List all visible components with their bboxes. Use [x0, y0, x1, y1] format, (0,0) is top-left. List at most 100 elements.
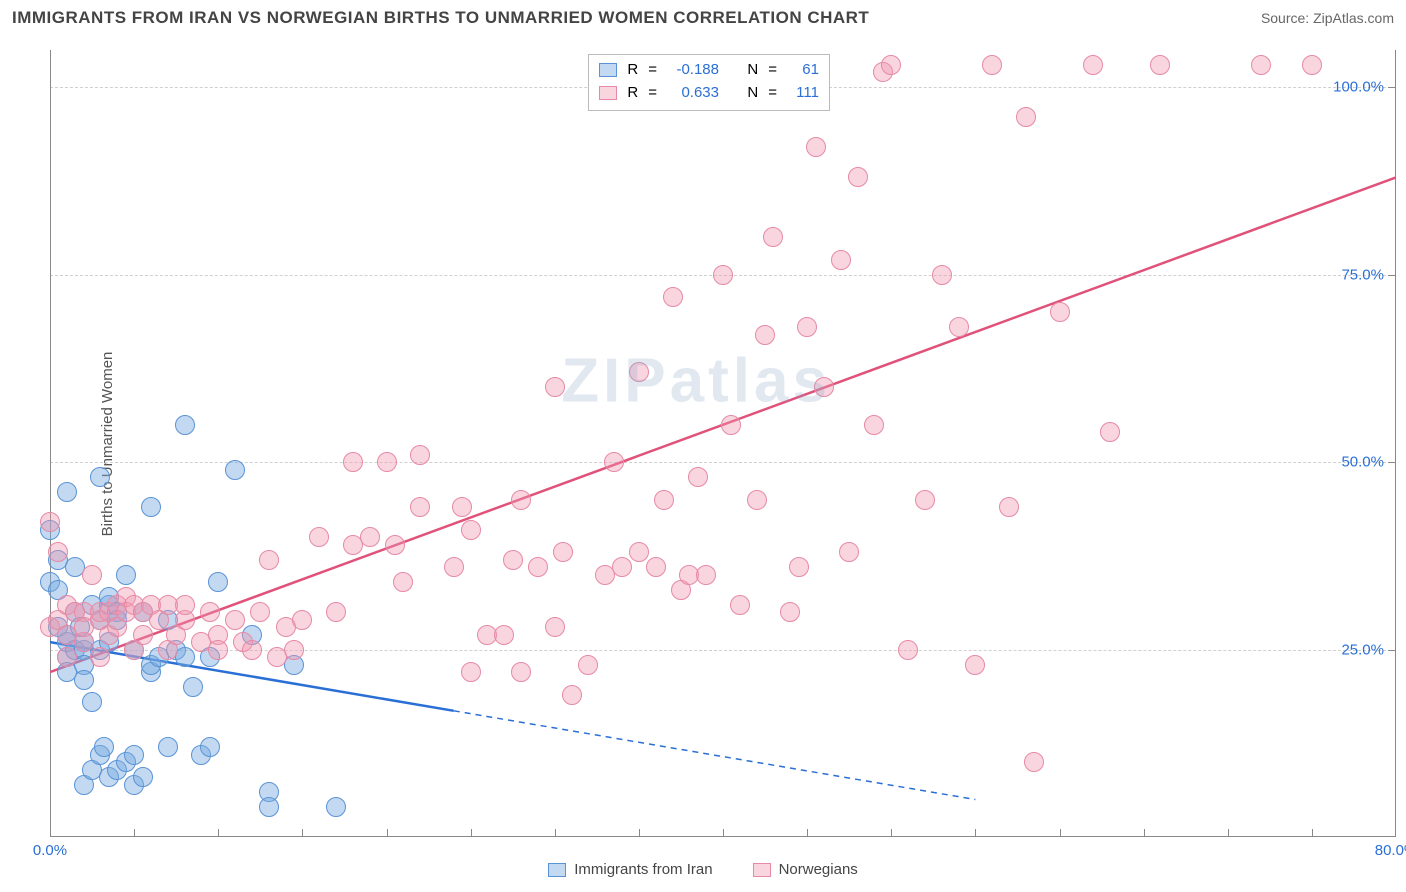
data-point — [326, 797, 346, 817]
stats-box: R = -0.188 N = 61 R = 0.633 N = 111 — [588, 54, 830, 111]
data-point — [82, 692, 102, 712]
data-point — [452, 497, 472, 517]
data-point — [133, 625, 153, 645]
eq: = — [648, 82, 657, 105]
data-point — [982, 55, 1002, 75]
data-point — [881, 55, 901, 75]
data-point — [393, 572, 413, 592]
data-point — [511, 490, 531, 510]
legend-item-norwegians: Norwegians — [753, 861, 858, 878]
source-label: Source: — [1261, 10, 1313, 26]
data-point — [242, 640, 262, 660]
data-point — [444, 557, 464, 577]
data-point — [1024, 752, 1044, 772]
legend-item-iran: Immigrants from Iran — [548, 861, 712, 878]
legend-swatch-iran — [548, 863, 566, 877]
n-label: N — [747, 82, 758, 105]
y-tick-label: 50.0% — [1341, 454, 1384, 471]
data-point — [1251, 55, 1271, 75]
data-point — [646, 557, 666, 577]
data-point — [200, 737, 220, 757]
data-point — [755, 325, 775, 345]
data-point — [410, 497, 430, 517]
stats-row-iran: R = -0.188 N = 61 — [599, 59, 819, 82]
legend-label-norwegians: Norwegians — [779, 861, 858, 878]
data-point — [848, 167, 868, 187]
data-point — [410, 445, 430, 465]
data-point — [696, 565, 716, 585]
data-point — [528, 557, 548, 577]
bottom-legend: Immigrants from Iran Norwegians — [0, 861, 1406, 878]
data-point — [225, 610, 245, 630]
n-label: N — [747, 59, 758, 82]
data-point — [461, 520, 481, 540]
data-point — [175, 415, 195, 435]
eq: = — [768, 59, 777, 82]
data-point — [1083, 55, 1103, 75]
data-point — [158, 737, 178, 757]
swatch-norwegians — [599, 86, 617, 100]
data-point — [839, 542, 859, 562]
data-point — [797, 317, 817, 337]
x-tick-label: 80.0% — [1375, 842, 1406, 859]
data-point — [511, 662, 531, 682]
data-point — [48, 542, 68, 562]
data-point — [915, 490, 935, 510]
data-point — [562, 685, 582, 705]
data-point — [721, 415, 741, 435]
r-value-iran: -0.188 — [667, 59, 719, 82]
y-tick-label: 100.0% — [1333, 79, 1384, 96]
data-point — [789, 557, 809, 577]
n-value-norwegians: 111 — [787, 82, 819, 105]
data-point — [200, 602, 220, 622]
data-point — [612, 557, 632, 577]
data-point — [814, 377, 834, 397]
data-point — [90, 467, 110, 487]
data-point — [309, 527, 329, 547]
data-point — [360, 527, 380, 547]
data-point — [831, 250, 851, 270]
y-tick-label: 75.0% — [1341, 266, 1384, 283]
data-point — [250, 602, 270, 622]
n-value-iran: 61 — [787, 59, 819, 82]
data-point — [175, 595, 195, 615]
data-point — [343, 452, 363, 472]
legend-label-iran: Immigrants from Iran — [574, 861, 712, 878]
eq: = — [768, 82, 777, 105]
stats-row-norwegians: R = 0.633 N = 111 — [599, 82, 819, 105]
data-point — [292, 610, 312, 630]
data-point — [604, 452, 624, 472]
data-point — [385, 535, 405, 555]
r-label: R — [627, 59, 638, 82]
data-point — [74, 670, 94, 690]
data-point — [94, 737, 114, 757]
data-point — [133, 767, 153, 787]
data-point — [225, 460, 245, 480]
data-point — [932, 265, 952, 285]
chart-title: IMMIGRANTS FROM IRAN VS NORWEGIAN BIRTHS… — [12, 8, 869, 28]
data-point — [949, 317, 969, 337]
data-point — [965, 655, 985, 675]
data-point — [654, 490, 674, 510]
chart-area: Births to Unmarried Women 25.0%50.0%75.0… — [50, 50, 1396, 837]
data-point — [688, 467, 708, 487]
data-point — [545, 617, 565, 637]
data-point — [713, 265, 733, 285]
x-tick-label: 0.0% — [33, 842, 67, 859]
data-point — [763, 227, 783, 247]
data-point — [208, 640, 228, 660]
data-point — [503, 550, 523, 570]
r-value-norwegians: 0.633 — [667, 82, 719, 105]
data-point — [1150, 55, 1170, 75]
chart-source: Source: ZipAtlas.com — [1261, 10, 1394, 26]
data-point — [82, 565, 102, 585]
data-point — [461, 662, 481, 682]
data-point — [494, 625, 514, 645]
chart-header: IMMIGRANTS FROM IRAN VS NORWEGIAN BIRTHS… — [12, 8, 1394, 28]
data-point — [806, 137, 826, 157]
data-point — [259, 797, 279, 817]
r-label: R — [627, 82, 638, 105]
data-point — [141, 497, 161, 517]
data-point — [90, 647, 110, 667]
data-point — [208, 572, 228, 592]
